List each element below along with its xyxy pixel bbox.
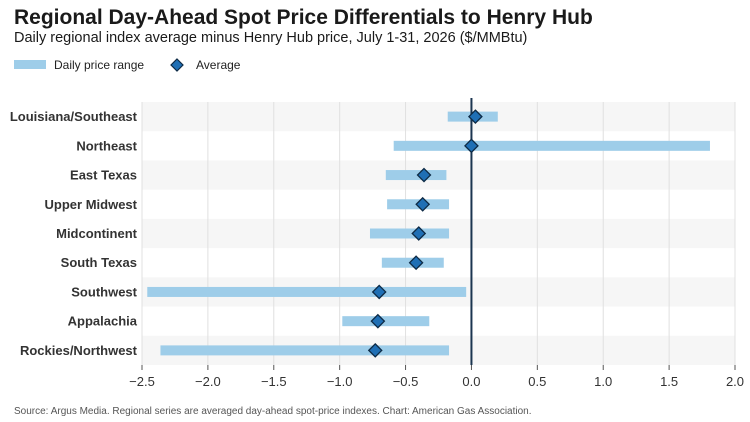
category-label: Southwest bbox=[71, 284, 137, 299]
legend-average-marker bbox=[170, 58, 184, 72]
x-tick-label: −0.5 bbox=[393, 374, 419, 389]
range-bar bbox=[385, 170, 447, 181]
row-band bbox=[142, 102, 735, 132]
range-bar bbox=[369, 228, 450, 239]
category-label: South Texas bbox=[61, 255, 137, 270]
category-labels: Louisiana/Southeast Northeast East Texas Up… bbox=[10, 109, 138, 358]
x-tick-label: 0.0 bbox=[462, 374, 480, 389]
range-bar bbox=[160, 345, 450, 356]
category-label: Midcontinent bbox=[56, 226, 138, 241]
category-label: Upper Midwest bbox=[45, 197, 138, 212]
average-marker bbox=[467, 109, 483, 125]
chart-subtitle: Daily regional index average minus Henry… bbox=[14, 30, 527, 46]
range-bar bbox=[393, 140, 710, 151]
range-bar bbox=[147, 286, 467, 297]
legend-range-swatch bbox=[14, 60, 46, 69]
x-tick-label: −1.0 bbox=[327, 374, 353, 389]
average-marker bbox=[371, 284, 387, 300]
category-label: East Texas bbox=[70, 168, 137, 183]
range-bar bbox=[342, 316, 430, 327]
average-marker bbox=[408, 255, 424, 271]
x-tick-label: −2.0 bbox=[195, 374, 221, 389]
x-tick-label: −2.5 bbox=[129, 374, 155, 389]
category-label: Northeast bbox=[76, 138, 137, 153]
category-label: Appalachia bbox=[68, 314, 138, 329]
average-marker bbox=[415, 196, 431, 212]
average-marker bbox=[416, 167, 432, 183]
x-tick-label: 0.5 bbox=[528, 374, 546, 389]
average-markers bbox=[367, 109, 483, 358]
average-marker bbox=[367, 342, 383, 358]
x-tick-label: 2.0 bbox=[726, 374, 744, 389]
legend-average-label: Average bbox=[196, 58, 241, 72]
source-note: Source: Argus Media. Regional series are… bbox=[14, 406, 532, 417]
category-label: Louisiana/Southeast bbox=[10, 109, 138, 124]
x-axis: −2.5 −2.0 −1.5 −1.0 −0.5 0.0 0.5 1.0 1.5 2.0 bbox=[129, 365, 744, 389]
category-label: Rockies/Northwest bbox=[20, 343, 138, 358]
x-tick-label: 1.5 bbox=[660, 374, 678, 389]
average-marker bbox=[411, 226, 427, 241]
legend: Daily price range Average bbox=[14, 58, 241, 72]
average-marker bbox=[464, 138, 479, 154]
x-tick-label: 1.0 bbox=[594, 374, 612, 389]
x-tick-label: −1.5 bbox=[261, 374, 287, 389]
average-marker bbox=[370, 313, 386, 329]
chart-title: Regional Day-Ahead Spot Price Differenti… bbox=[14, 6, 593, 29]
legend-range-label: Daily price range bbox=[54, 58, 144, 72]
